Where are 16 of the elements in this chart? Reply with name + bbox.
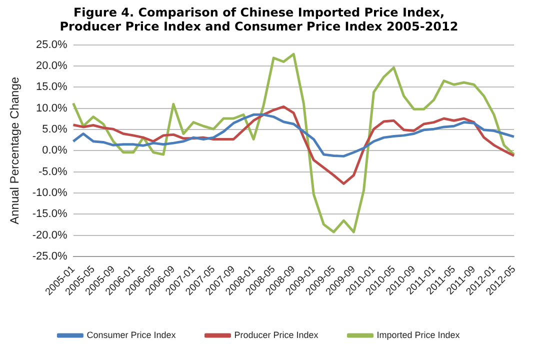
- y-tick-label: -10.0%: [32, 187, 68, 200]
- y-tick-label: 0.0%: [42, 144, 68, 157]
- legend-label: Imported Price Index: [376, 330, 460, 340]
- y-tick-label: -5.0%: [38, 166, 68, 178]
- y-tick-label: 10.0%: [36, 102, 68, 114]
- y-tick-label: -25.0%: [32, 250, 68, 263]
- y-tick-label: 5.0%: [42, 124, 68, 136]
- y-tick-label: 15.0%: [36, 81, 68, 94]
- y-tick-label: 20.0%: [36, 60, 68, 72]
- chart-title: Figure 4. Comparison of Chinese Imported Price Index, Producer Price Index and Consumer Price Index 2005-2012: [60, 5, 458, 34]
- y-tick-label: 25.0%: [36, 38, 68, 51]
- legend-label: Producer Price Index: [234, 330, 319, 340]
- y-tick-label: -15.0%: [32, 208, 68, 220]
- y-axis-title: Annual Percentage Change: [8, 76, 22, 224]
- legend-label: Consumer Price Index: [86, 330, 176, 340]
- y-tick-label: -20.0%: [32, 229, 68, 242]
